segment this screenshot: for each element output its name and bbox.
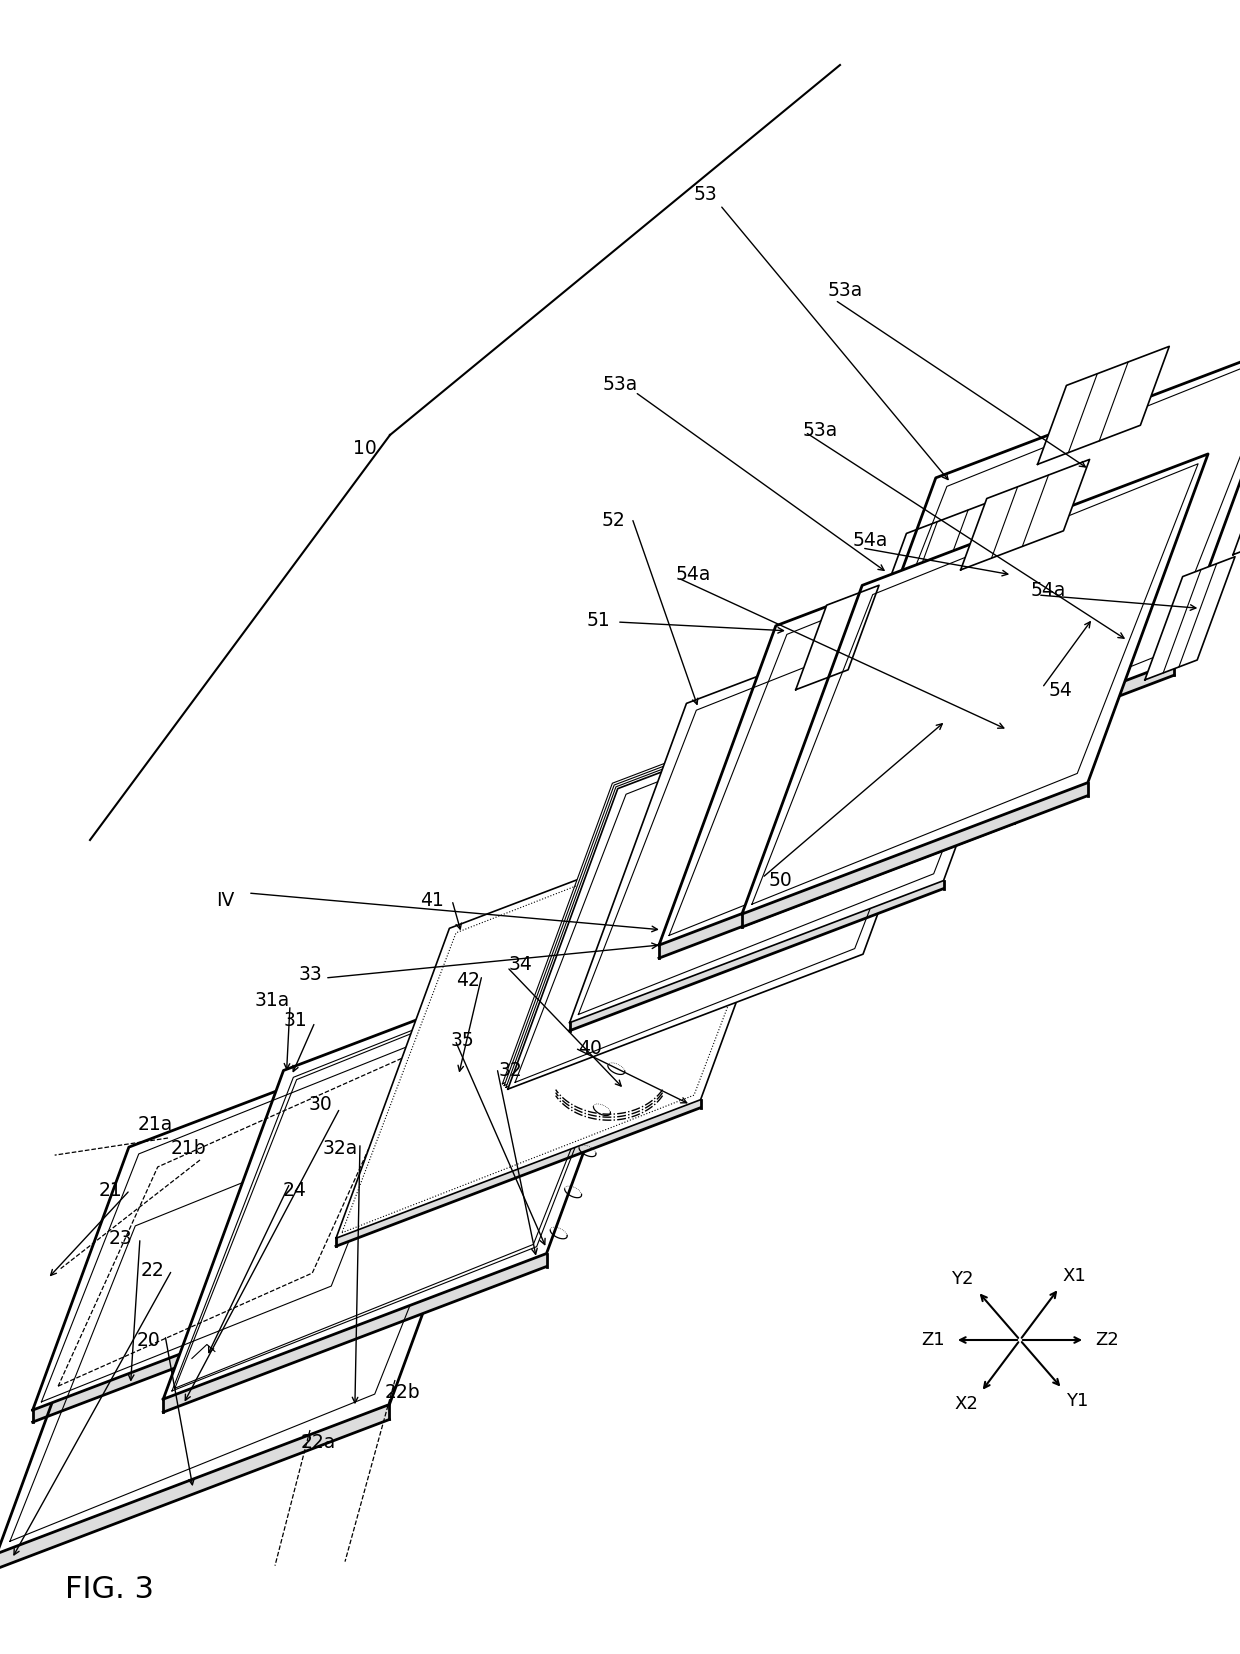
Polygon shape xyxy=(1070,597,1154,705)
Text: 31a: 31a xyxy=(254,991,290,1009)
Polygon shape xyxy=(505,650,970,1085)
Text: 30: 30 xyxy=(308,1095,332,1115)
Polygon shape xyxy=(961,460,1090,571)
Text: 33: 33 xyxy=(298,966,322,984)
Text: 34: 34 xyxy=(508,956,532,974)
Text: 53: 53 xyxy=(693,185,717,205)
Text: X1: X1 xyxy=(1063,1267,1086,1285)
Text: 10: 10 xyxy=(353,438,377,458)
Text: 21: 21 xyxy=(98,1181,122,1199)
Text: 31: 31 xyxy=(283,1011,306,1029)
Text: 50: 50 xyxy=(768,870,792,890)
Polygon shape xyxy=(32,1030,438,1411)
Text: 20: 20 xyxy=(136,1330,160,1350)
Polygon shape xyxy=(502,648,967,1083)
Text: 32: 32 xyxy=(498,1060,522,1080)
Text: 21b: 21b xyxy=(170,1138,206,1158)
Text: 32a: 32a xyxy=(322,1138,357,1158)
Polygon shape xyxy=(336,1100,701,1245)
Polygon shape xyxy=(796,586,879,690)
Polygon shape xyxy=(878,495,1009,612)
Polygon shape xyxy=(1038,346,1169,465)
Polygon shape xyxy=(818,342,1240,797)
Polygon shape xyxy=(0,1404,389,1568)
Polygon shape xyxy=(818,662,1174,810)
Text: 53a: 53a xyxy=(603,375,637,395)
Text: 54a: 54a xyxy=(676,566,711,584)
Text: 23: 23 xyxy=(108,1229,131,1247)
Text: 35: 35 xyxy=(450,1030,474,1050)
Polygon shape xyxy=(164,925,667,1399)
Text: 21a: 21a xyxy=(138,1115,172,1135)
Text: 40: 40 xyxy=(578,1039,601,1057)
Text: 51: 51 xyxy=(587,610,610,630)
Polygon shape xyxy=(569,561,1060,1022)
Text: 54: 54 xyxy=(1048,680,1071,700)
Text: Y2: Y2 xyxy=(951,1270,973,1288)
Text: 54a: 54a xyxy=(1030,581,1065,599)
Polygon shape xyxy=(506,652,971,1087)
Text: 54a: 54a xyxy=(852,531,888,549)
Text: 22: 22 xyxy=(140,1260,164,1280)
Text: Y1: Y1 xyxy=(1066,1391,1089,1409)
Polygon shape xyxy=(32,1293,341,1422)
Text: 52: 52 xyxy=(601,511,625,529)
Text: 53a: 53a xyxy=(802,420,838,440)
Polygon shape xyxy=(658,810,1014,958)
Text: FIG. 3: FIG. 3 xyxy=(64,1576,154,1604)
Text: 24: 24 xyxy=(283,1181,308,1199)
Polygon shape xyxy=(658,491,1131,944)
Text: 42: 42 xyxy=(456,971,480,989)
Polygon shape xyxy=(569,880,944,1030)
Text: 22a: 22a xyxy=(300,1432,336,1452)
Polygon shape xyxy=(0,1067,513,1553)
Polygon shape xyxy=(1145,557,1235,680)
Text: 22b: 22b xyxy=(384,1383,420,1403)
Polygon shape xyxy=(1233,450,1240,554)
Polygon shape xyxy=(336,789,813,1239)
Text: Z2: Z2 xyxy=(1095,1331,1118,1350)
Text: X2: X2 xyxy=(954,1394,978,1413)
Polygon shape xyxy=(164,1254,547,1413)
Polygon shape xyxy=(508,653,973,1088)
Text: 41: 41 xyxy=(420,890,444,910)
Polygon shape xyxy=(1003,663,1085,779)
Text: 53a: 53a xyxy=(827,281,863,299)
Text: IV: IV xyxy=(216,890,234,910)
Polygon shape xyxy=(742,782,1087,926)
Text: Z1: Z1 xyxy=(921,1331,945,1350)
Polygon shape xyxy=(742,453,1208,915)
